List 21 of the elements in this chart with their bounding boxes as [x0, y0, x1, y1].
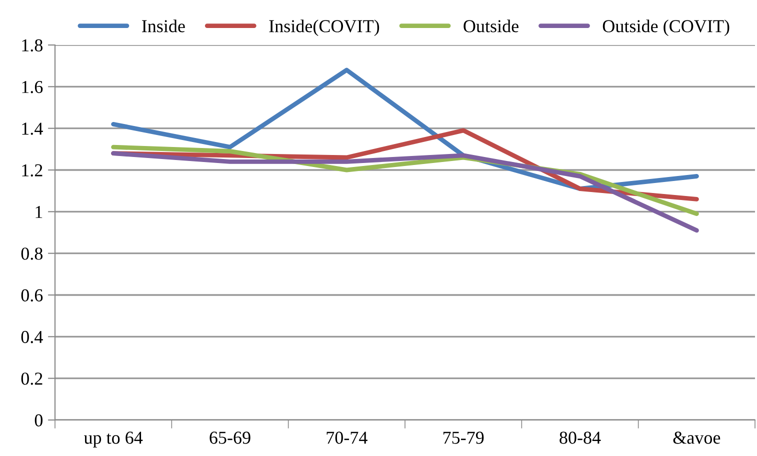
y-tick-label: 1.6	[22, 80, 43, 94]
x-tick-label: &avoe	[673, 432, 720, 444]
y-tick-label: 0.6	[21, 289, 43, 302]
x-tick-label: 70-74	[326, 432, 368, 444]
x-tick-label: 75-79	[443, 432, 484, 444]
legend-label: Inside(COVIT)	[269, 20, 380, 36]
x-tick-label: 80-84	[560, 432, 601, 444]
y-tick-label: 1.2	[22, 164, 42, 177]
y-tick-label: 0.8	[21, 248, 43, 260]
y-tick-label: 1.8	[22, 39, 43, 52]
line-series	[111, 151, 699, 233]
y-tick-label: 1	[36, 206, 42, 218]
x-tick-label: 65-69	[210, 432, 250, 444]
x-tick-label: up to 64	[84, 432, 143, 448]
y-tick-label: 0	[34, 414, 43, 426]
y-tick-label: 0.4	[21, 330, 43, 344]
legend-label: Inside	[142, 20, 185, 32]
legend-label: Outside	[464, 20, 518, 32]
legend-label: Outside (COVIT)	[602, 20, 730, 36]
y-tick-label: 1.4	[22, 122, 43, 135]
y-tick-label: 0.2	[21, 372, 42, 385]
